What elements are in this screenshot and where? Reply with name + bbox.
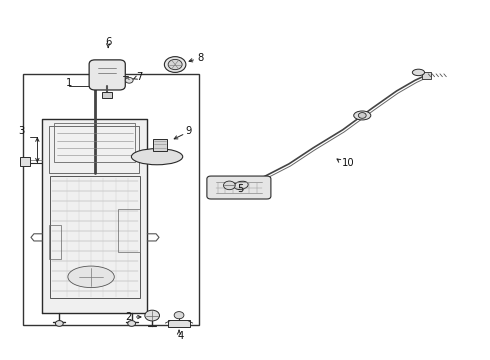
Bar — [49, 176, 140, 298]
Circle shape — [125, 77, 133, 83]
Bar — [102, 93, 112, 98]
Circle shape — [55, 320, 63, 326]
Bar — [54, 123, 135, 162]
Ellipse shape — [68, 266, 114, 288]
Circle shape — [145, 310, 159, 321]
Text: 3: 3 — [18, 126, 24, 135]
Bar — [168, 320, 190, 327]
Bar — [49, 126, 139, 173]
Polygon shape — [42, 119, 147, 313]
Text: 4: 4 — [177, 330, 184, 341]
Bar — [20, 157, 30, 166]
Text: 9: 9 — [186, 126, 192, 135]
Text: 8: 8 — [197, 53, 203, 63]
Text: 10: 10 — [342, 158, 354, 168]
Text: 2: 2 — [125, 312, 132, 322]
Circle shape — [168, 59, 182, 69]
Bar — [118, 209, 140, 252]
Circle shape — [358, 113, 366, 118]
FancyBboxPatch shape — [89, 60, 125, 90]
Circle shape — [174, 312, 184, 319]
Ellipse shape — [413, 69, 424, 76]
Bar — [23, 74, 198, 325]
Bar — [422, 72, 431, 79]
Text: 7: 7 — [136, 72, 142, 82]
Bar — [49, 225, 61, 259]
Circle shape — [223, 181, 235, 190]
Ellipse shape — [234, 181, 248, 189]
Ellipse shape — [131, 149, 183, 165]
Circle shape — [128, 320, 136, 326]
Bar — [153, 139, 167, 150]
Text: 1: 1 — [66, 78, 73, 88]
Ellipse shape — [354, 111, 371, 120]
Circle shape — [164, 57, 186, 72]
Text: 6: 6 — [105, 37, 111, 46]
FancyBboxPatch shape — [207, 176, 271, 199]
Text: 5: 5 — [237, 184, 244, 194]
